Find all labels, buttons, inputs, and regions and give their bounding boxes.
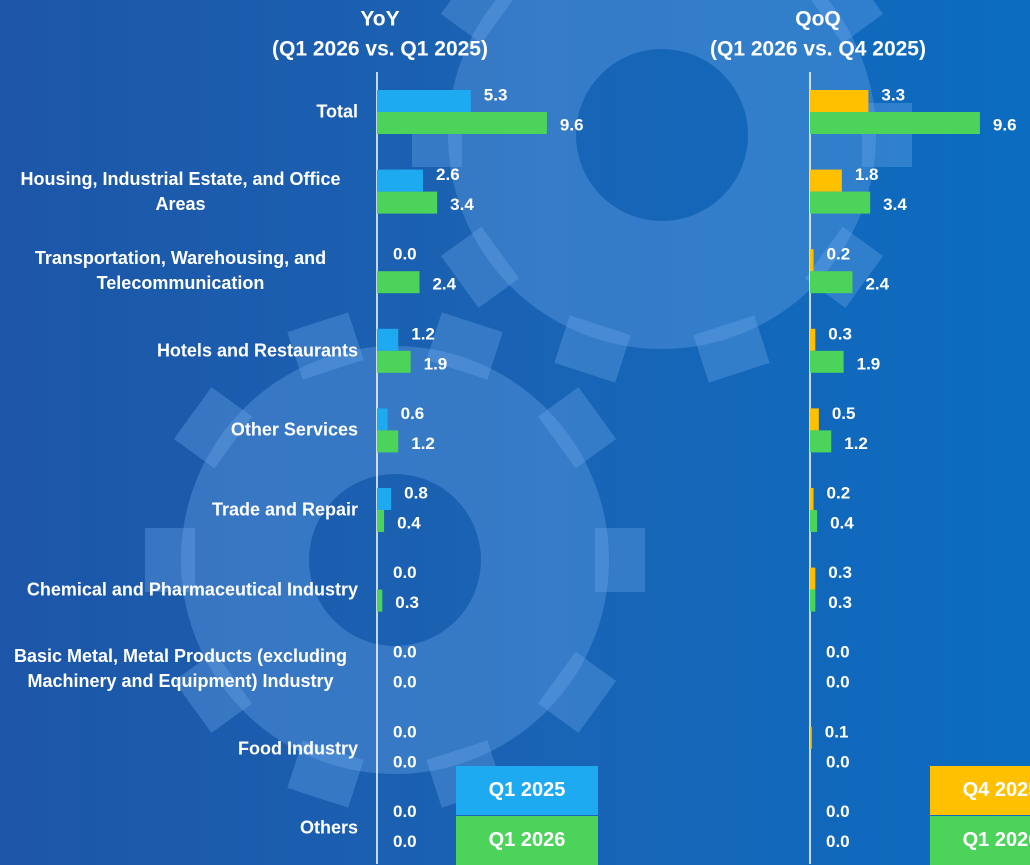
value-label: 0.8 [404,483,428,502]
legend-entry: Q4 2025 [930,766,1030,815]
category-text: Transportation, Warehousing, and Telecom… [3,246,358,296]
value-label: 0.0 [826,802,850,821]
bar [377,90,471,112]
bar [810,568,815,590]
value-label: 1.9 [424,354,448,373]
value-label: 1.2 [411,434,435,453]
value-label: 2.4 [432,275,456,294]
category-text: Housing, Industrial Estate, and Office A… [3,167,358,217]
category-text: Others [300,816,358,841]
value-label: 0.0 [826,673,850,692]
bar [377,351,411,373]
value-label: 3.3 [881,85,905,104]
bar [810,488,814,510]
category-label: Basic Metal, Metal Products (excluding M… [0,644,358,694]
category-text: Trade and Repair [212,498,358,523]
value-label: 3.4 [883,195,907,214]
value-label: 1.8 [855,165,879,184]
chart-subtitle: (Q1 2026 vs. Q1 2025) [272,38,488,61]
value-label: 0.4 [397,513,421,532]
bar [377,430,398,452]
bar [810,510,817,532]
category-label: Housing, Industrial Estate, and Office A… [0,167,358,217]
value-label: 2.6 [436,165,460,184]
value-label: 0.0 [393,802,417,821]
bar [377,329,398,351]
value-label: 0.0 [826,832,850,851]
page: {"chart_data": [ {"type": "bar", "orient… [0,0,1030,864]
value-label: 0.0 [393,245,417,264]
value-label: 0.0 [393,673,417,692]
bar [810,430,831,452]
value-label: 0.0 [393,832,417,851]
legend-entry: Q1 2026 [456,816,598,865]
legend-entry: Q1 2026 [930,816,1030,865]
bar [377,408,388,430]
category-label: Hotels and Restaurants [0,338,358,363]
bar [810,170,842,192]
value-label: 0.2 [827,245,851,264]
value-label: 1.2 [411,324,435,343]
bar [377,590,382,612]
category-label: Transportation, Warehousing, and Telecom… [0,246,358,296]
bar [810,90,868,112]
value-label: 0.0 [393,722,417,741]
category-label: Others [0,816,358,841]
value-label: 0.3 [828,324,852,343]
category-text: Hotels and Restaurants [157,338,358,363]
value-label: 0.0 [826,752,850,771]
bar [377,192,437,214]
value-label: 9.6 [560,115,584,134]
value-label: 0.0 [393,563,417,582]
bar [810,192,870,214]
value-label: 1.2 [844,434,868,453]
bar [810,727,812,749]
bar [810,249,814,271]
bar [810,590,815,612]
category-text: Chemical and Pharmaceutical Industry [27,577,358,602]
legend-entry: Q1 2025 [456,766,598,815]
value-label: 5.3 [484,85,508,104]
value-label: 2.4 [865,275,889,294]
value-label: 0.2 [827,483,851,502]
value-label: 3.4 [450,195,474,214]
chart-subtitle: (Q1 2026 vs. Q4 2025) [710,38,926,61]
category-text: Food Industry [238,736,358,761]
bar [810,112,980,134]
value-label: 0.0 [826,643,850,662]
category-text: Other Services [231,418,358,443]
chart-title: QoQ [795,8,841,31]
value-label: 0.4 [830,513,854,532]
value-label: 0.0 [393,643,417,662]
category-text: Total [316,100,358,125]
value-label: 9.6 [993,115,1017,134]
value-label: 0.1 [825,722,849,741]
value-label: 0.6 [401,404,425,423]
bar [810,329,815,351]
value-label: 0.0 [393,752,417,771]
category-label: Trade and Repair [0,498,358,523]
bar [377,488,391,510]
bar [810,351,844,373]
chart-title: YoY [360,8,399,31]
bar [377,170,423,192]
bar [377,112,547,134]
bar [377,271,419,293]
value-label: 0.3 [828,563,852,582]
bar [377,510,384,532]
category-label: Other Services [0,418,358,443]
value-label: 0.3 [828,593,852,612]
gear-tooth [595,528,645,592]
bar [810,271,852,293]
category-label: Chemical and Pharmaceutical Industry [0,577,358,602]
category-label: Food Industry [0,736,358,761]
bar [810,408,819,430]
category-text: Basic Metal, Metal Products (excluding M… [3,644,358,694]
value-label: 1.9 [857,354,881,373]
value-label: 0.5 [832,404,856,423]
value-label: 0.3 [395,593,419,612]
category-label: Total [0,100,358,125]
